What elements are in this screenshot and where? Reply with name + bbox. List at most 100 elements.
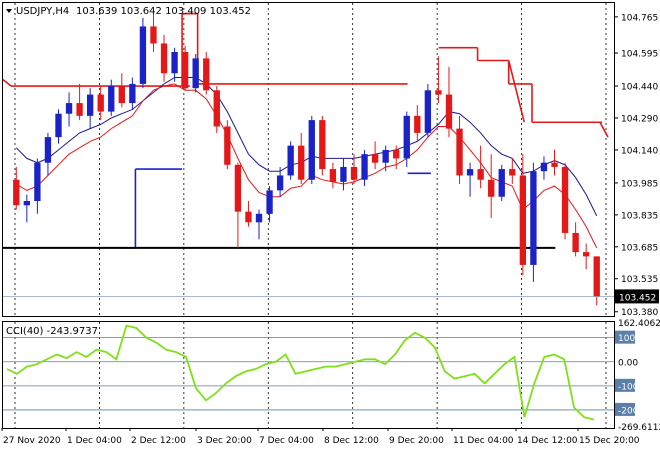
candle-body[interactable] <box>192 58 199 89</box>
candle-body[interactable] <box>118 86 125 104</box>
chart-symbol: USDJPY,H4 <box>16 6 69 17</box>
candle-body[interactable] <box>540 162 548 172</box>
candle-body[interactable] <box>129 83 136 104</box>
candle-body[interactable] <box>340 166 347 182</box>
candle-body[interactable] <box>181 51 189 89</box>
candle-body[interactable] <box>298 145 305 180</box>
cci-tick-label: -200 <box>618 406 639 416</box>
candle-body[interactable] <box>424 90 432 133</box>
candle-body[interactable] <box>55 113 62 138</box>
candle-body[interactable] <box>86 94 94 116</box>
candle-body[interactable] <box>509 169 516 176</box>
candle-body[interactable] <box>361 154 368 180</box>
candle-body[interactable] <box>245 211 252 223</box>
candle-body[interactable] <box>530 171 537 265</box>
candle-body[interactable] <box>23 201 30 206</box>
candle-body[interactable] <box>44 137 52 163</box>
price-tick-label: 104.765 <box>621 13 658 23</box>
candle-body[interactable] <box>393 149 400 159</box>
price-tick-label: 104.595 <box>621 50 658 60</box>
candle-body[interactable] <box>435 90 442 95</box>
candle-body[interactable] <box>13 179 20 206</box>
candle-body[interactable] <box>160 43 168 74</box>
candle-body[interactable] <box>234 164 242 212</box>
candle-body[interactable] <box>403 115 410 159</box>
cci-tick-label: -269.6112 <box>618 423 660 433</box>
candle-body[interactable] <box>266 190 273 214</box>
level-tail <box>507 60 526 123</box>
candle-body[interactable] <box>171 51 178 74</box>
candle-body[interactable] <box>329 169 337 182</box>
candle-body[interactable] <box>287 145 294 176</box>
candle-body[interactable] <box>572 232 579 253</box>
candle-body[interactable] <box>371 154 379 163</box>
price-tick-label: 104.140 <box>621 146 658 156</box>
candle-body[interactable] <box>97 94 104 112</box>
price-tick-label: 103.380 <box>621 308 658 318</box>
candle-body[interactable] <box>203 58 210 91</box>
price-tick-label: 103.835 <box>621 211 658 221</box>
cci-tick-label: 162.4062 <box>618 319 660 329</box>
cci-tick-label: 0.00 <box>618 358 638 368</box>
candle-body[interactable] <box>224 126 231 165</box>
time-tick-label: 9 Dec 20:00 <box>389 436 444 446</box>
candle-body[interactable] <box>319 120 326 170</box>
time-tick-label: 27 Nov 2020 <box>3 436 61 446</box>
ma-slow-line <box>15 77 598 217</box>
price-tick-label: 103.985 <box>621 179 658 189</box>
cci-tick-label: -100 <box>618 382 639 392</box>
candle-body[interactable] <box>65 103 73 114</box>
candle-body[interactable] <box>34 162 41 202</box>
current-price-tag <box>615 289 659 304</box>
cci-level-tag <box>615 330 635 344</box>
time-tick-label: 15 Dec 20:00 <box>579 436 640 446</box>
price-tick-label: 103.535 <box>621 275 658 285</box>
time-tick-label: 2 Dec 12:00 <box>131 436 186 446</box>
candle-body[interactable] <box>561 166 569 233</box>
candle-body[interactable] <box>456 128 463 176</box>
price-pane[interactable] <box>2 2 615 317</box>
cci-title: CCI(40) -243.9737 <box>6 326 98 337</box>
price-tick-label: 103.685 <box>621 243 658 253</box>
time-tick-label: 8 Dec 12:00 <box>324 436 379 446</box>
candle-body[interactable] <box>466 169 474 176</box>
candle-body[interactable] <box>414 115 421 133</box>
candle-body[interactable] <box>551 162 558 167</box>
price-tick-label: 104.440 <box>621 83 658 93</box>
cci-pane[interactable] <box>2 321 615 429</box>
candle-body[interactable] <box>276 175 284 191</box>
current-price-label: 103.452 <box>619 293 656 303</box>
candle-body[interactable] <box>108 86 115 112</box>
price-tick-label: 104.290 <box>621 114 658 124</box>
candle-body[interactable] <box>498 169 505 197</box>
time-tick-label: 14 Dec 12:00 <box>517 436 578 446</box>
cci-level-tag <box>615 402 635 416</box>
time-tick-label: 1 Dec 04:00 <box>67 436 122 446</box>
candle-body[interactable] <box>382 149 389 163</box>
level-tail <box>599 121 609 138</box>
collapse-triangle-icon[interactable] <box>6 9 12 13</box>
chart-ohlc: 103.639 103.642 103.409 103.452 <box>76 6 251 17</box>
time-tick-label: 3 Dec 20:00 <box>197 436 252 446</box>
cci-tick-label: 100 <box>618 334 635 344</box>
candle-body[interactable] <box>477 169 484 180</box>
candle-body[interactable] <box>519 175 527 265</box>
candle-body[interactable] <box>213 90 220 127</box>
candle-body[interactable] <box>76 103 83 116</box>
time-tick-label: 11 Dec 04:00 <box>453 436 514 446</box>
candle-body[interactable] <box>150 26 157 44</box>
candle-body[interactable] <box>488 179 495 197</box>
time-tick-label: 7 Dec 04:00 <box>259 436 314 446</box>
cci-line <box>6 324 595 421</box>
candle-body[interactable] <box>308 120 315 180</box>
cci-level-tag <box>615 378 635 392</box>
candle-body[interactable] <box>350 166 358 180</box>
candle-body[interactable] <box>593 256 600 297</box>
candle-body[interactable] <box>445 94 453 129</box>
candle-body[interactable] <box>255 213 263 223</box>
candle-body[interactable] <box>139 26 147 84</box>
level-tail <box>2 79 12 87</box>
candle-body[interactable] <box>583 252 590 257</box>
